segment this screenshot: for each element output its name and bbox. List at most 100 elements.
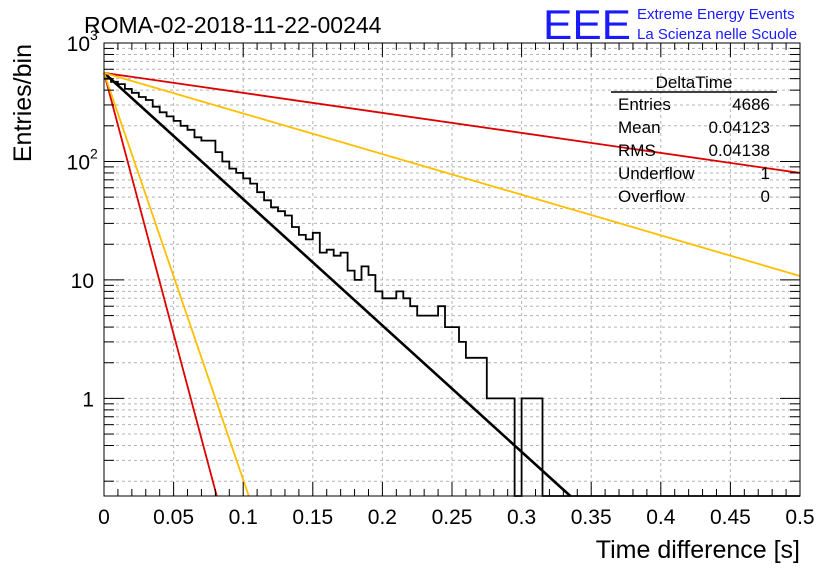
histogram-bin xyxy=(236,173,243,496)
histogram-bin xyxy=(508,398,515,496)
histogram-bin xyxy=(201,141,208,496)
stats-row-value: 4686 xyxy=(732,95,770,114)
histogram-bin xyxy=(188,130,195,496)
y-tick-label: 10 xyxy=(71,270,94,293)
stats-row-label: Overflow xyxy=(618,187,686,206)
stats-row-label: Entries xyxy=(618,95,671,114)
line-upper-orange xyxy=(103,71,801,277)
x-tick-label: 0.45 xyxy=(710,506,751,529)
y-axis-label: Entries/bin xyxy=(9,44,37,162)
axis-layer: 0 0.05 0.1 0.15 0.2 0.25 0.3 0.35 0.4 0.45 0.51101… xyxy=(67,27,815,529)
x-tick-label: 0 xyxy=(98,506,110,529)
histogram-bin xyxy=(313,233,320,496)
histogram-bin xyxy=(410,306,417,496)
histogram-bin xyxy=(146,100,153,496)
run-title: ROMA-02-2018-11-22-00244 xyxy=(84,12,382,38)
histogram-bin xyxy=(118,84,125,496)
histogram-bin xyxy=(271,207,278,496)
histogram-bin xyxy=(194,137,201,496)
histogram-bin xyxy=(299,235,306,496)
histogram-bin xyxy=(132,93,139,496)
x-tick-label: 0.4 xyxy=(646,506,676,529)
logo-line-2: La Scienza nelle Scuole xyxy=(637,26,797,43)
histogram-bin xyxy=(139,97,146,496)
histogram-bin xyxy=(536,398,543,496)
histogram-bin xyxy=(529,398,536,496)
x-tick-label: 0.3 xyxy=(507,506,536,529)
histogram-bin xyxy=(452,327,459,496)
histogram-bin xyxy=(417,316,424,496)
histogram-bin xyxy=(153,107,160,496)
histogram-bin xyxy=(382,298,389,496)
x-tick-label: 0.15 xyxy=(292,506,333,529)
y-tick-label: 1 xyxy=(82,388,94,411)
curve-layer xyxy=(103,71,801,497)
histogram-bin xyxy=(320,253,327,496)
histogram-bin xyxy=(285,215,292,496)
y-tick-label: 10 xyxy=(67,151,90,174)
stats-title: DeltaTime xyxy=(656,73,733,92)
x-tick-label: 0.2 xyxy=(368,506,397,529)
histogram-bin xyxy=(257,192,264,496)
stats-row-value: 0.04123 xyxy=(709,118,770,137)
line-fit xyxy=(103,71,572,497)
histogram-bin xyxy=(438,306,445,496)
histogram-bin xyxy=(327,250,334,496)
y-tick-exponent: 2 xyxy=(90,145,98,161)
x-axis-label: Time difference [s] xyxy=(596,536,800,564)
histogram-bin xyxy=(243,178,250,496)
stats-row-value: 0 xyxy=(761,187,770,206)
line-upper-red xyxy=(103,71,801,174)
histogram-bin xyxy=(403,298,410,496)
stats-row-value: 0.04138 xyxy=(709,141,770,160)
line-lower-orange xyxy=(103,72,250,497)
histogram-bin xyxy=(341,253,348,496)
histogram-bin xyxy=(368,275,375,496)
histogram-bin xyxy=(104,79,111,496)
histogram-bin xyxy=(362,266,369,496)
histogram-bin xyxy=(174,121,181,496)
histogram-bin xyxy=(355,280,362,496)
histogram-bin xyxy=(222,161,229,496)
x-tick-label: 0.1 xyxy=(229,506,258,529)
histogram-bin xyxy=(229,169,236,496)
histogram-bin xyxy=(522,398,529,496)
histogram-bin xyxy=(334,256,341,496)
histogram-bin xyxy=(473,358,480,496)
histogram-bin xyxy=(480,358,487,496)
stats-row-value: 1 xyxy=(761,164,770,183)
stats-rows: Entries 4686 Mean 0.04123 RMS 0.04138 Underflo… xyxy=(618,95,770,206)
histogram-bin xyxy=(167,116,174,496)
stats-row-label: Underflow xyxy=(618,164,695,183)
stats-row-label: RMS xyxy=(618,141,656,160)
histogram-bin xyxy=(306,239,313,496)
histogram-bin xyxy=(389,298,396,496)
y-tick-exponent: 3 xyxy=(90,27,98,43)
histogram-bin xyxy=(125,89,132,496)
histogram-bin xyxy=(396,291,403,496)
histogram-bin xyxy=(181,126,188,496)
x-tick-label: 0.5 xyxy=(785,506,814,529)
x-tick-label: 0.25 xyxy=(432,506,473,529)
histogram-bin xyxy=(501,398,508,496)
histogram-bin xyxy=(278,211,285,496)
histogram-bin xyxy=(250,184,257,496)
histogram-bin xyxy=(215,152,222,496)
x-tick-label: 0.35 xyxy=(571,506,612,529)
histogram-bin xyxy=(466,358,473,496)
stats-box: DeltaTime Entries 4686 Mean 0.04123 RMS 0.041… xyxy=(611,73,777,206)
histogram-bin xyxy=(348,271,355,496)
histogram-bin xyxy=(431,316,438,496)
histogram-bin xyxy=(160,112,167,496)
histogram-bin xyxy=(445,327,452,496)
y-tick-label: 10 xyxy=(67,33,90,56)
x-tick-label: 0.05 xyxy=(153,506,194,529)
histogram-bin xyxy=(264,200,271,496)
histogram-bin xyxy=(208,141,215,496)
histogram-bin xyxy=(375,291,382,496)
grid-layer xyxy=(104,43,800,496)
stats-row-label: Mean xyxy=(618,118,661,137)
logo-line-1: Extreme Energy Events xyxy=(637,6,795,23)
histogram-bin xyxy=(292,227,299,496)
